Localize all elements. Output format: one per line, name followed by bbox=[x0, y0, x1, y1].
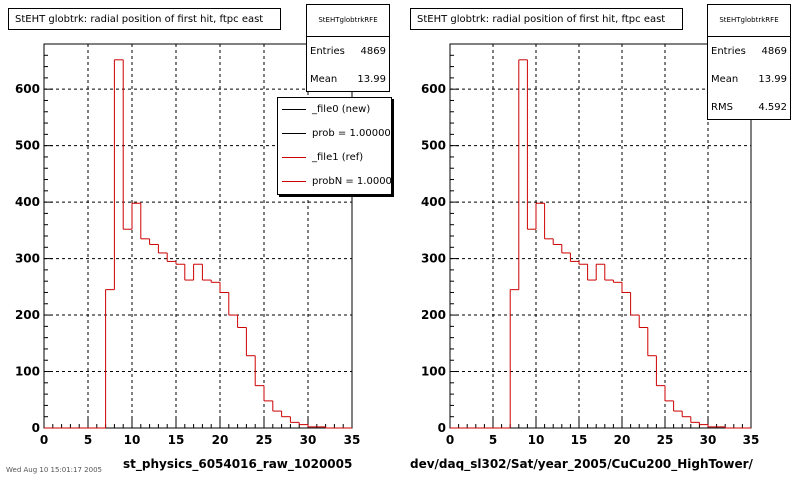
right-stats-box: StEHTglobtrkRFE Entries 4869 Mean 13.99 … bbox=[707, 4, 791, 120]
left-mean-label: Mean bbox=[310, 74, 338, 85]
left-ytick-label-600: 600 bbox=[15, 82, 40, 96]
legend-label-probN: probN = 1.000000 bbox=[312, 176, 392, 187]
legend-swatch-file0 bbox=[282, 109, 306, 110]
left-ytick-label-100: 100 bbox=[15, 365, 40, 379]
right-mean-value: 13.99 bbox=[758, 74, 787, 85]
left-stats-name: StEHTglobtrkRFE bbox=[307, 5, 389, 37]
right-xtick-label-5: 5 bbox=[489, 433, 497, 447]
right-entries-value: 4869 bbox=[761, 46, 787, 57]
right-xtick-label-25: 25 bbox=[657, 433, 674, 447]
right-ytick-label-600: 600 bbox=[421, 82, 446, 96]
right-plot-frame bbox=[449, 43, 752, 429]
right-stats-mean: Mean 13.99 bbox=[711, 66, 787, 94]
right-entries-label: Entries bbox=[711, 46, 746, 57]
left-entries-label: Entries bbox=[310, 46, 345, 57]
left-ytick-label-0: 0 bbox=[32, 421, 40, 435]
legend-swatch-prob bbox=[282, 133, 306, 134]
legend-swatch-file1 bbox=[282, 157, 306, 158]
left-series bbox=[44, 59, 352, 429]
right-ytick-label-400: 400 bbox=[421, 195, 446, 209]
left-stats-mean: Mean 13.99 bbox=[310, 66, 386, 94]
left-plot-title: StEHT globtrk: radial position of first … bbox=[8, 8, 281, 30]
legend-label-prob: prob = 1.000000 bbox=[312, 128, 392, 139]
right-rms-value: 4.592 bbox=[758, 102, 787, 113]
left-legend: _file0 (new) prob = 1.000000 _file1 (ref… bbox=[277, 97, 392, 195]
right-xtick-label-30: 30 bbox=[700, 433, 717, 447]
left-xtick-label-30: 30 bbox=[300, 433, 317, 447]
right-xtick-label-20: 20 bbox=[614, 433, 631, 447]
right-ytick-label-0: 0 bbox=[438, 421, 446, 435]
right-xtick-label-35: 35 bbox=[743, 433, 760, 447]
left-xtick-label-35: 35 bbox=[344, 433, 361, 447]
left-xtick-label-20: 20 bbox=[212, 433, 229, 447]
left-xtick-label-5: 5 bbox=[84, 433, 92, 447]
right-ytick-label-500: 500 bbox=[421, 139, 446, 153]
right-stats-rms: RMS 4.592 bbox=[711, 94, 787, 122]
left-ytick-label-400: 400 bbox=[15, 195, 40, 209]
right-ytick-label-200: 200 bbox=[421, 308, 446, 322]
legend-swatch-probN bbox=[282, 181, 306, 182]
right-ytick-label-100: 100 bbox=[421, 365, 446, 379]
legend-entry-file0: _file0 (new) bbox=[278, 98, 391, 122]
legend-label-file0: _file0 (new) bbox=[312, 104, 371, 115]
right-mean-label: Mean bbox=[711, 74, 739, 85]
left-xtick-label-10: 10 bbox=[124, 433, 141, 447]
left-xtick-label-0: 0 bbox=[40, 433, 48, 447]
legend-entry-file1: _file1 (ref) bbox=[278, 146, 391, 170]
right-xtick-label-10: 10 bbox=[528, 433, 545, 447]
legend-entry-probN: probN = 1.000000 bbox=[278, 170, 391, 194]
left-stats-box: StEHTglobtrkRFE Entries 4869 Mean 13.99 bbox=[306, 4, 390, 92]
right-x-axis-label: dev/daq_sl302/Sat/year_2005/CuCu200_High… bbox=[410, 457, 753, 471]
legend-label-file1: _file1 (ref) bbox=[312, 152, 364, 163]
left-xtick-label-15: 15 bbox=[168, 433, 185, 447]
left-xtick-label-25: 25 bbox=[256, 433, 273, 447]
left-ytick-label-500: 500 bbox=[15, 139, 40, 153]
right-xtick-label-0: 0 bbox=[446, 433, 454, 447]
left-mean-value: 13.99 bbox=[357, 74, 386, 85]
legend-entry-prob: prob = 1.000000 bbox=[278, 122, 391, 146]
right-series bbox=[450, 59, 751, 429]
timestamp-footnote: Wed Aug 10 15:01:17 2005 bbox=[6, 466, 102, 474]
right-plot-title: StEHT globtrk: radial position of first … bbox=[410, 8, 683, 30]
left-ytick-label-300: 300 bbox=[15, 252, 40, 266]
right-rms-label: RMS bbox=[711, 102, 733, 113]
left-stats-entries: Entries 4869 bbox=[310, 38, 386, 66]
left-ytick-label-200: 200 bbox=[15, 308, 40, 322]
left-x-axis-label: st_physics_6054016_raw_1020005 bbox=[123, 457, 353, 471]
right-stats-name: StEHTglobtrkRFE bbox=[708, 5, 790, 37]
right-ytick-label-300: 300 bbox=[421, 252, 446, 266]
left-entries-value: 4869 bbox=[360, 46, 386, 57]
right-xtick-label-15: 15 bbox=[571, 433, 588, 447]
right-stats-entries: Entries 4869 bbox=[711, 38, 787, 66]
